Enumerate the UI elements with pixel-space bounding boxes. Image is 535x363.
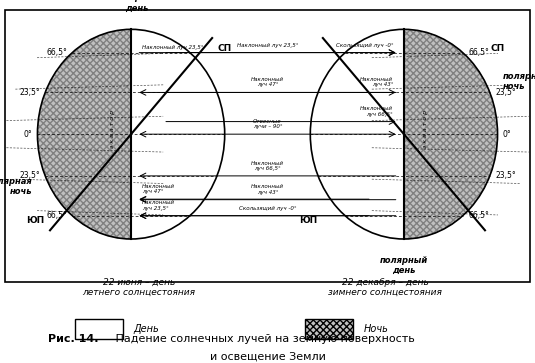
Text: Падение солнечных лучей на земную поверхность: Падение солнечных лучей на земную поверх… [112,334,415,344]
Text: 66,5°: 66,5° [468,48,489,57]
Text: Скользящий луч -0°: Скользящий луч -0° [335,42,393,48]
Text: Ночь: Ночь [364,324,388,334]
Text: 23,5°: 23,5° [19,88,40,97]
Text: 23,5°: 23,5° [19,171,40,180]
Text: Наклонный
луч 23,5°: Наклонный луч 23,5° [142,200,175,211]
Text: Наклонный луч 23,5°: Наклонный луч 23,5° [237,42,298,48]
Text: 23,5°: 23,5° [495,171,516,180]
Polygon shape [37,29,131,239]
Text: 22 декабря – день
зимнего солнцестояния: 22 декабря – день зимнего солнцестояния [328,278,442,297]
Text: СП: СП [491,44,505,53]
Text: 22 июня – день
летнего солнцестояния: 22 июня – день летнего солнцестояния [82,278,196,297]
Text: Наклонный
луч 43°: Наклонный луч 43° [360,77,393,87]
Text: полярный
день: полярный день [380,256,428,275]
Text: 66,5°: 66,5° [468,211,489,220]
Ellipse shape [37,29,225,239]
Text: полярная
ночь: полярная ночь [0,177,32,196]
Text: э к в а т о р: э к в а т о р [110,110,115,148]
Text: ЮП: ЮП [26,216,44,225]
Text: э к в а т о р: э к в а т о р [423,110,428,148]
Text: полярная
ночь: полярная ночь [503,72,535,91]
Text: День: День [134,324,159,334]
Text: Рис. 14.: Рис. 14. [48,334,98,344]
Text: 0°: 0° [24,130,32,139]
Text: СП: СП [218,44,232,53]
Text: 0°: 0° [503,130,511,139]
Bar [75,319,123,339]
Text: Наклонный
луч 66,5°: Наклонный луч 66,5° [360,106,393,117]
Text: Скользящий луч -0°: Скользящий луч -0° [239,206,296,211]
Text: ЮП: ЮП [299,216,317,225]
Text: Наклонный
луч 43°: Наклонный луч 43° [251,184,284,195]
Text: и освещение Земли: и освещение Земли [210,351,325,362]
Text: полярный
день: полярный день [112,0,160,13]
Text: Наклонный
луч 47°: Наклонный луч 47° [251,77,284,87]
Text: 66,5°: 66,5° [46,211,67,220]
Text: Наклонный
луч 47°: Наклонный луч 47° [142,184,175,194]
Polygon shape [404,29,498,239]
Text: Отвесные
лучи – 90°: Отвесные лучи – 90° [253,119,282,129]
Bar [305,319,353,339]
Text: Наклонный
луч 66,5°: Наклонный луч 66,5° [251,160,284,171]
Text: Наклонный луч 23,5°: Наклонный луч 23,5° [142,45,203,50]
Ellipse shape [310,29,498,239]
Text: 66,5°: 66,5° [46,48,67,57]
Text: 23,5°: 23,5° [495,88,516,97]
